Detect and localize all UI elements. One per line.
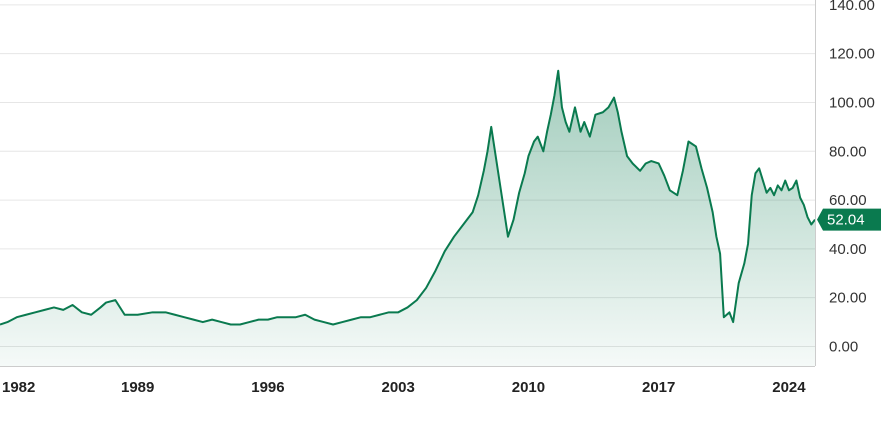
series-area [0, 70, 815, 366]
x-tick-label: 1989 [121, 379, 154, 396]
area-fill [0, 70, 815, 366]
x-tick-label: 2024 [772, 379, 806, 396]
x-tick-label: 1996 [251, 379, 284, 396]
y-tick-label: 80.00 [829, 143, 867, 160]
x-tick-label: 1982 [2, 379, 35, 396]
last-value-badge: 52.04 [817, 208, 881, 231]
x-tick-label: 2010 [512, 379, 545, 396]
grid-lines [0, 4, 815, 347]
x-axis-ticks: 1982 1989 1996 2003 2010 2017 2024 [2, 379, 806, 396]
last-value-label: 52.04 [827, 212, 865, 229]
y-tick-label: 100.00 [829, 94, 875, 111]
x-tick-label: 2017 [642, 379, 675, 396]
y-tick-label: 60.00 [829, 192, 867, 209]
price-line [0, 69, 816, 326]
y-tick-label: 120.00 [829, 46, 875, 63]
y-tick-label: 0.00 [829, 338, 858, 355]
y-axis-ticks: 0.00 20.00 40.00 60.00 80.00 100.00 120.00 140.… [829, 0, 875, 355]
x-tick-label: 2003 [382, 379, 415, 396]
y-tick-label: 40.00 [829, 241, 867, 258]
series-line [0, 69, 816, 326]
y-tick-label: 140.00 [829, 0, 875, 14]
axes [0, 0, 816, 367]
last-value-badge-shape [817, 208, 881, 231]
y-tick-label: 20.00 [829, 290, 867, 307]
